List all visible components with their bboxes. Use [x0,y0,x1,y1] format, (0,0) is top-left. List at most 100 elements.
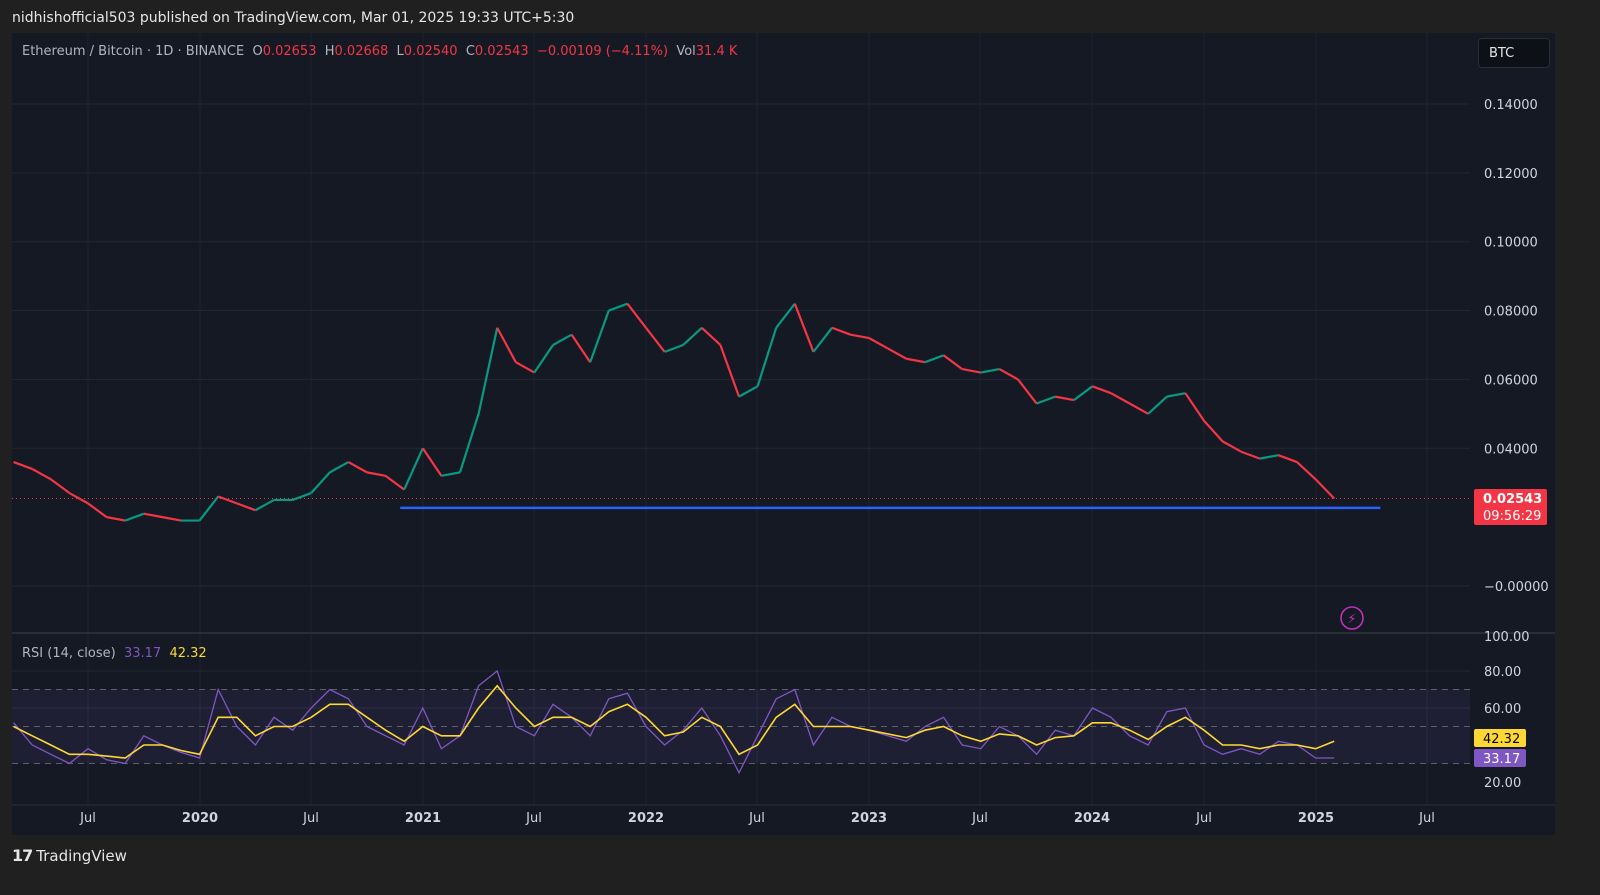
price-candle-segment [533,344,554,374]
time-tick-label: Jul [79,811,96,826]
close-value: 0.02543 [474,44,529,59]
price-candle-segment [68,492,89,505]
time-tick-label: 2025 [1298,811,1334,826]
low-value: 0.02540 [403,44,458,59]
rsi-legend: RSI (14, close) 33.17 42.32 [22,646,207,661]
time-tick-label: Jul [302,811,319,826]
price-candle-segment [608,302,628,312]
price-candle-segment [1054,395,1075,402]
price-candle-segment [50,478,71,494]
price-candle-segment [1259,454,1279,460]
price-tick-label: 0.06000 [1484,373,1538,388]
rsi-tick-label: 60.00 [1484,702,1521,717]
price-candle-segment [1278,454,1298,464]
price-candle-segment [942,354,963,370]
time-tick-label: 2023 [851,811,887,826]
price-candle-segment [515,361,535,374]
price-candle-segment [292,492,312,501]
price-candle-segment [738,385,759,398]
rsi-title[interactable]: RSI (14, close) [22,646,116,661]
low-label: L [396,44,404,59]
brand-name: TradingView [36,846,127,865]
price-candle-segment [143,512,163,519]
price-candle-segment [924,354,944,364]
price-candle-segment [384,474,405,491]
high-value: 0.02668 [334,44,389,59]
price-candle-segment [552,333,573,346]
price-candle-segment [980,368,1000,374]
price-tick-label: 0.08000 [1484,305,1538,320]
price-candle-segment [254,498,275,512]
rsi-series [13,669,1335,775]
lightning-glyph: ⚡ [1347,612,1356,627]
change-value: −0.00109 (−4.11%) [536,44,669,59]
rsi-line [13,669,1335,775]
price-candle-segment [1092,385,1112,395]
price-candle-segment [13,461,33,470]
volume-label: Vol [676,44,696,59]
price-candle-segment [1147,395,1168,415]
rsi-value: 33.17 [123,646,162,661]
price-candle-segment [682,326,703,346]
price-candle-segment [87,502,108,519]
overlay: 0.02543 09:56:29 ⚡ 42.32 33.17 [12,489,1547,767]
rsi-ma-badge-text: 42.32 [1483,732,1520,747]
price-candle-segment [961,368,982,374]
price-tick-label: 0.14000 [1484,98,1538,113]
price-candle-segment [124,512,145,522]
price-candle-segment [496,327,517,363]
time-tick-label: 2021 [405,811,441,826]
price-candle-segment [793,303,815,353]
price-tick-label: 0.10000 [1484,236,1538,251]
price-candle-segment [1129,402,1149,415]
price-candle-segment [812,327,833,353]
price-candle-segment [1184,392,1205,422]
footer-brand[interactable]: 17 TradingView [12,846,127,865]
rsi-panel [12,689,1470,764]
price-candle-segment [645,327,666,353]
price-tick-label: 0.12000 [1484,167,1538,182]
close-label: C [465,44,475,59]
volume-value: 31.4 K [695,44,738,59]
price-candle-segment [998,368,1019,381]
rsi-tick-label: 80.00 [1484,665,1521,680]
price-candle-segment [1222,440,1242,453]
price-axis: 0.14000 0.12000 0.10000 0.08000 0.06000 0.040… [1484,98,1549,791]
price-candle-segment [236,502,256,512]
price-candle-segment [1036,395,1056,405]
price-candle-segment [1314,478,1335,500]
price-candle-segment [1296,461,1317,481]
price-candle-segment [106,516,126,522]
price-candle-segment [162,516,182,522]
time-tick-label: Jul [1195,811,1212,826]
symbol-name[interactable]: Ethereum / Bitcoin · 1D · BINANCE [22,44,245,59]
price-candle-segment [1110,392,1131,405]
price-candle-segment [1203,419,1224,443]
rsi-tick-label: 20.00 [1484,776,1521,791]
price-candle-segment [626,303,647,329]
price-candle-segment [850,333,870,340]
price-candle-segment [664,343,684,353]
currency-button[interactable]: BTC [1478,38,1550,68]
time-tick-label: Jul [1418,811,1435,826]
lightning-icon [1340,606,1364,630]
rsi-tick-label: 100.00 [1484,630,1530,645]
price-candle-segment [329,461,349,474]
last-price-text: 0.02543 [1483,492,1542,507]
grid [12,33,1555,806]
open-value: 0.02653 [262,44,317,59]
price-candle-segment [1073,385,1094,401]
price-tick-label: −0.00000 [1484,580,1549,595]
price-candle-segment [31,467,52,481]
price-candle-segment [441,471,461,477]
time-tick-label: Jul [971,811,988,826]
price-candle-segment [570,334,592,363]
chart-frame[interactable] [12,33,1555,835]
rsi-badge-text: 33.17 [1483,752,1520,767]
price-candle-segment [403,447,424,491]
time-axis: Jul 2020 Jul 2021 Jul 2022 Jul 2023 Jul 2024 Jul 20… [79,811,1435,826]
price-candle-segment [701,326,722,346]
tradingview-logo-icon: 17 [12,846,33,865]
price-candle-segment [217,495,238,505]
